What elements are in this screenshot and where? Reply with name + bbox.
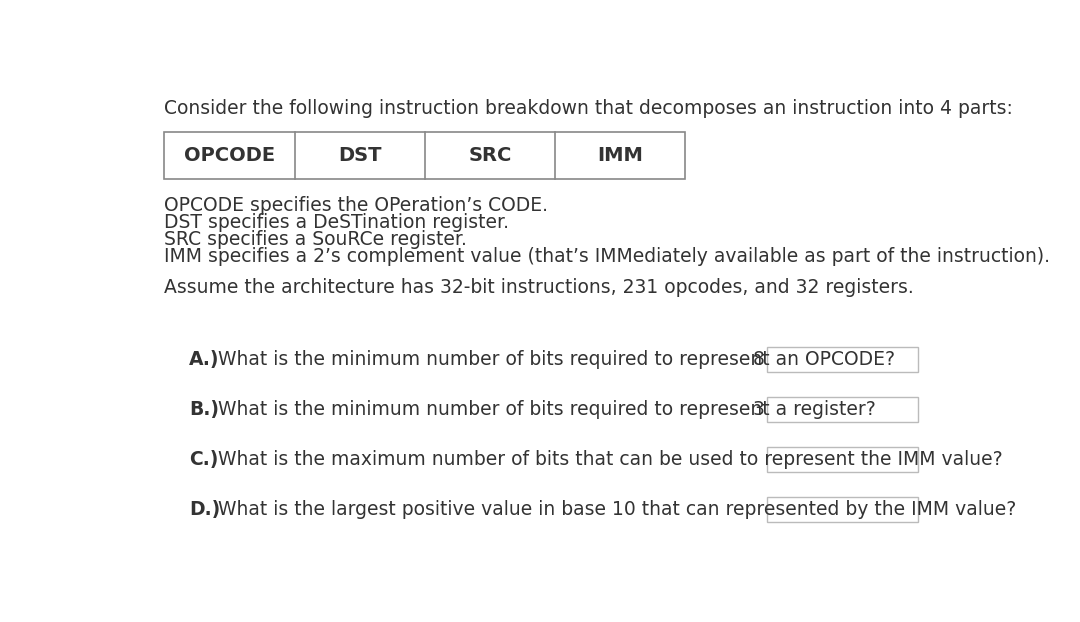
Bar [767, 347, 918, 372]
Bar [767, 498, 918, 522]
Text: IMM: IMM [597, 146, 643, 165]
Text: What is the minimum number of bits required to represent an OPCODE?: What is the minimum number of bits requi… [213, 350, 895, 369]
Bar [164, 132, 685, 179]
Text: A.): A.) [189, 350, 219, 369]
Text: What is the minimum number of bits required to represent a register?: What is the minimum number of bits requi… [213, 400, 876, 419]
Text: SRC: SRC [469, 146, 512, 165]
Text: DST: DST [338, 146, 381, 165]
Text: C.): C.) [189, 450, 218, 469]
Bar [767, 397, 918, 422]
Text: 8: 8 [747, 350, 765, 369]
Text: SRC specifies a SouRCe register.: SRC specifies a SouRCe register. [164, 230, 468, 249]
Text: D.): D.) [189, 500, 220, 519]
Bar [767, 447, 918, 472]
Text: B.): B.) [189, 400, 219, 419]
Text: IMM specifies a 2’s complement value (that’s IMMediately available as part of th: IMM specifies a 2’s complement value (th… [164, 247, 1051, 266]
Text: Consider the following instruction breakdown that decomposes an instruction into: Consider the following instruction break… [164, 100, 1013, 118]
Text: DST specifies a DeSTination register.: DST specifies a DeSTination register. [164, 213, 510, 232]
Text: Assume the architecture has 32-bit instructions, 231 opcodes, and 32 registers.: Assume the architecture has 32-bit instr… [164, 278, 914, 297]
Text: What is the largest positive value in base 10 that can represented by the IMM va: What is the largest positive value in ba… [213, 500, 1016, 519]
Text: OPCODE: OPCODE [184, 146, 275, 165]
Text: What is the maximum number of bits that can be used to represent the IMM value?: What is the maximum number of bits that … [213, 450, 1003, 469]
Text: OPCODE specifies the OPeration’s CODE.: OPCODE specifies the OPeration’s CODE. [164, 197, 549, 215]
Text: 3: 3 [747, 400, 765, 419]
